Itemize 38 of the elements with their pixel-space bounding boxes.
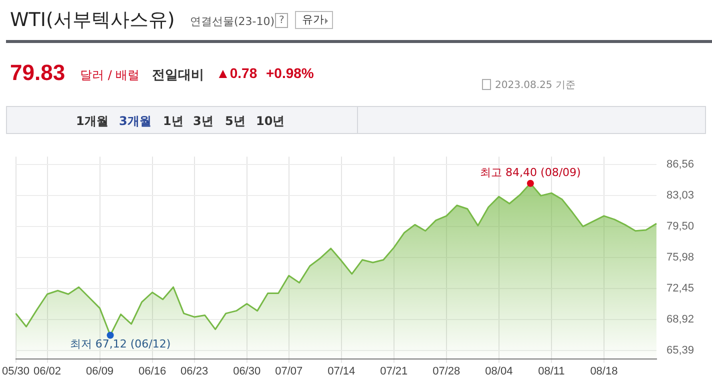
text: 달러 / 배럴 [80, 67, 140, 84]
text: +0.98% [266, 65, 314, 81]
text: 1년 [163, 113, 184, 130]
annotation: 최저 67,12 (06/12) [70, 338, 171, 351]
x-tick-label: 08/18 [590, 365, 618, 378]
x-tick-label: 06/02 [34, 365, 62, 378]
chart-title: WTI(서부텍사스유) [10, 8, 175, 33]
x-tick-label: 06/23 [180, 365, 208, 378]
text: 79.83 [10, 60, 66, 86]
x-tick-label: 08/04 [485, 365, 513, 378]
y-tick-label: 75,98 [666, 251, 694, 264]
text: ▲0.78 [216, 65, 258, 81]
text: 3년 [193, 113, 214, 130]
text: 1개월 [76, 113, 108, 130]
text: 유가 [295, 11, 333, 29]
text: 3개월 [119, 113, 152, 130]
x-tick-label: 08/11 [538, 365, 565, 378]
text: 2023.08.25 기준 [495, 79, 576, 92]
y-tick-label: 83,03 [666, 189, 694, 202]
text: 전일대비 [152, 67, 204, 84]
x-tick-label: 06/16 [138, 365, 166, 378]
annotation: 최고 84,40 (08/09) [480, 166, 581, 179]
chart-subtitle: 연결선물(23-10) [190, 14, 275, 29]
y-tick-label: 68,92 [666, 313, 694, 326]
x-tick-label: 07/14 [328, 365, 356, 378]
y-tick-label: 72,45 [666, 282, 694, 294]
y-tick-label: 65,39 [666, 344, 694, 356]
y-tick-label: 86,56 [666, 158, 694, 170]
x-tick-label: 06/09 [86, 365, 114, 378]
text: 10년 [256, 113, 285, 130]
x-tick-label: 07/28 [432, 365, 460, 378]
x-tick-label: 07/21 [380, 365, 408, 378]
x-tick-label: 06/30 [233, 365, 261, 378]
x-tick-label: 07/07 [275, 365, 303, 378]
text: 5년 [225, 113, 246, 130]
y-tick-label: 79,50 [666, 220, 694, 232]
x-tick-label: 05/30 [2, 365, 30, 378]
text: ? [275, 13, 288, 28]
